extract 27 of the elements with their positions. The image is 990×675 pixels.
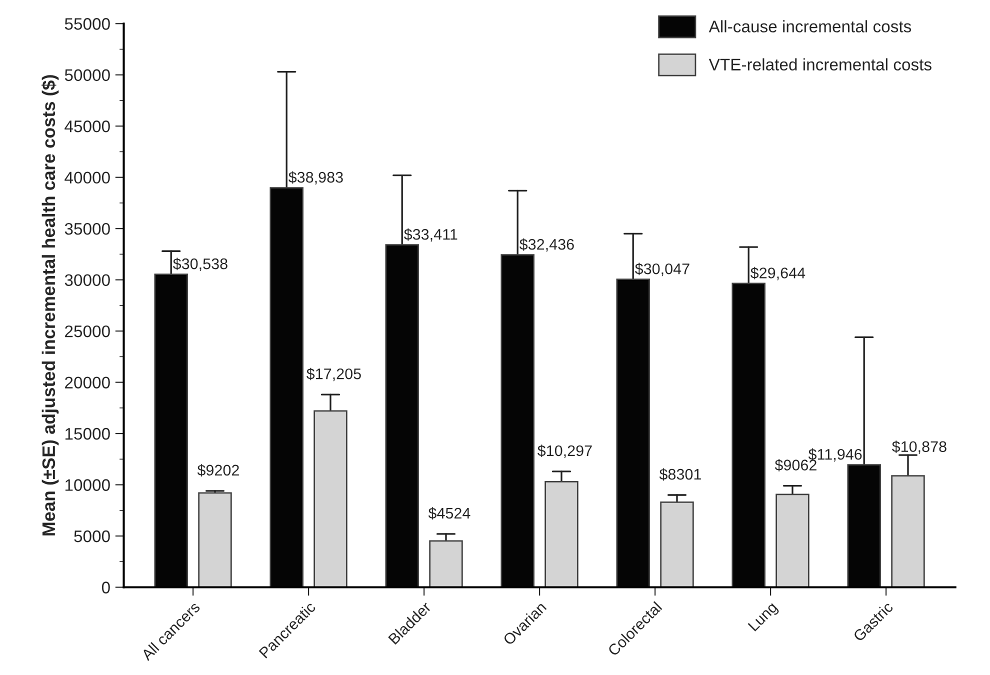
data-label: $38,983: [288, 171, 343, 184]
data-label: $8301: [659, 468, 701, 481]
legend-label: VTE-related incremental costs: [708, 58, 932, 70]
data-label: $29,644: [750, 266, 806, 280]
y-tick-label: 30000: [64, 274, 110, 286]
data-label: $10,878: [892, 440, 946, 454]
y-tick-label: 0: [102, 582, 110, 594]
legend-label: All-cause incremental costs: [708, 20, 912, 32]
y-tick-label: 10000: [65, 479, 110, 491]
y-axis-title: Mean (±SE) adjusted incremental health care costs ($): [42, 75, 59, 536]
y-tick-label: 5000: [74, 530, 110, 542]
data-label: $4524: [428, 507, 470, 520]
y-tick-label: 50000: [64, 69, 110, 82]
data-label: $30,047: [635, 262, 690, 276]
y-tick-label: 25000: [65, 325, 110, 338]
y-tick-label: 35000: [64, 222, 110, 235]
y-tick-label: 40000: [64, 172, 110, 184]
data-label: $33,411: [404, 228, 458, 242]
data-label: $17,205: [306, 368, 361, 382]
y-tick-label: 20000: [65, 376, 110, 388]
y-tick-label: 55000: [64, 18, 110, 30]
data-label: $30,538: [173, 258, 228, 272]
y-tick-label: 15000: [65, 428, 110, 440]
y-tick-label: 45000: [64, 120, 110, 132]
data-label: $32,436: [520, 238, 574, 252]
data-label: $10,297: [538, 444, 592, 458]
data-label: $9202: [197, 464, 239, 477]
